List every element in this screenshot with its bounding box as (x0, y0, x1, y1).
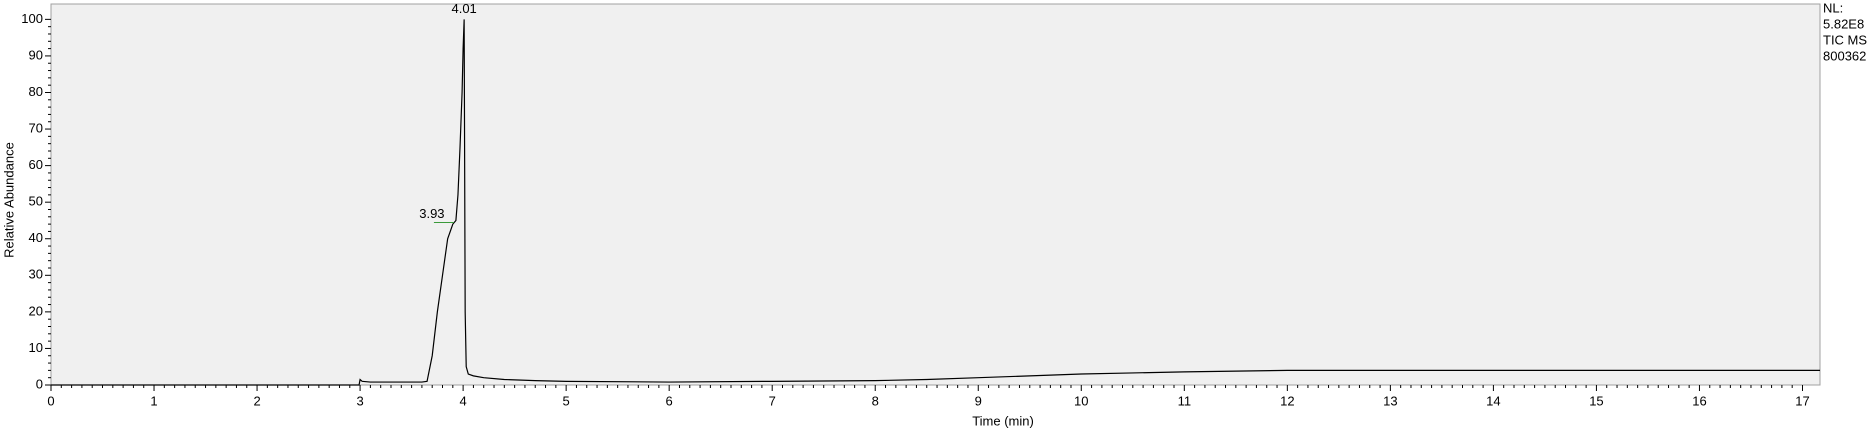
x-tick-label: 11 (1178, 393, 1192, 408)
x-tick-label: 4 (459, 393, 466, 408)
x-tick-label: 16 (1692, 393, 1706, 408)
y-tick-label: 70 (29, 120, 43, 135)
y-tick-label: 40 (29, 230, 43, 245)
y-tick-label: 0 (36, 376, 43, 391)
y-tick-label: 10 (29, 340, 43, 355)
x-axis-label: Time (min) (972, 413, 1034, 428)
y-tick-label: 50 (29, 194, 43, 209)
y-tick-label: 100 (21, 11, 43, 26)
x-tick-label: 10 (1074, 393, 1088, 408)
x-tick-label: 9 (975, 393, 982, 408)
peak-label: 3.93 (419, 206, 444, 221)
chromatogram-line (51, 19, 1820, 386)
x-tick-label: 14 (1486, 393, 1500, 408)
y-tick-label: 90 (29, 47, 43, 62)
x-tick-label: 7 (769, 393, 776, 408)
x-tick-label: 6 (666, 393, 673, 408)
y-axis-label: Relative Abundance (1, 142, 16, 258)
peak-label: 4.01 (451, 1, 476, 16)
x-tick-label: 2 (253, 393, 260, 408)
x-tick-label: 13 (1383, 393, 1397, 408)
x-tick-label: 0 (47, 393, 54, 408)
info-text: TIC MS (1823, 32, 1867, 47)
y-tick-label: 30 (29, 267, 43, 282)
info-text: NL: (1823, 0, 1843, 15)
y-tick-label: 60 (29, 157, 43, 172)
x-tick-label: 8 (872, 393, 879, 408)
x-tick-label: 17 (1795, 393, 1809, 408)
x-tick-label: 15 (1589, 393, 1603, 408)
y-tick-label: 20 (29, 303, 43, 318)
x-tick-label: 1 (150, 393, 157, 408)
x-tick-label: 12 (1280, 393, 1294, 408)
info-text: 5.82E8 (1823, 16, 1864, 31)
plot-area (50, 3, 1821, 386)
info-text: 800362 (1823, 48, 1866, 63)
x-tick-label: 3 (356, 393, 363, 408)
y-tick-label: 80 (29, 84, 43, 99)
x-tick-label: 5 (563, 393, 570, 408)
